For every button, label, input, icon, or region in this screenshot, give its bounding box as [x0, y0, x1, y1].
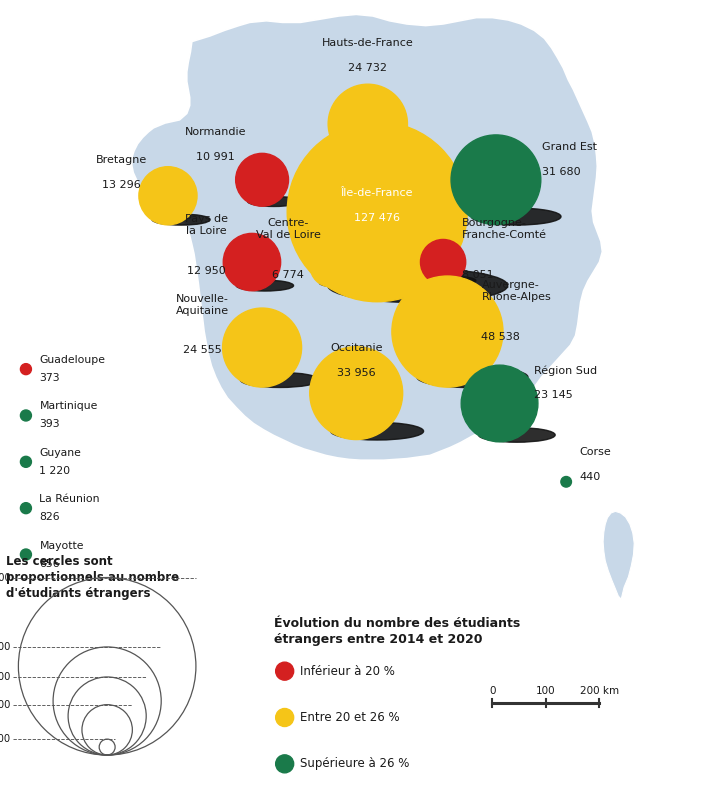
Ellipse shape: [431, 276, 476, 285]
Text: 33 956: 33 956: [337, 368, 376, 378]
Text: 24 732: 24 732: [348, 63, 387, 73]
Text: 127 476: 127 476: [354, 213, 400, 223]
Text: Guadeloupe: Guadeloupe: [39, 355, 106, 365]
Ellipse shape: [346, 149, 425, 164]
Text: Inférieur à 20 %: Inférieur à 20 %: [300, 665, 395, 678]
Ellipse shape: [331, 423, 424, 440]
Circle shape: [461, 365, 538, 442]
Circle shape: [287, 121, 467, 302]
Text: Mayotte: Mayotte: [39, 540, 84, 551]
Circle shape: [20, 503, 31, 514]
Text: 13 296: 13 296: [102, 181, 141, 190]
Circle shape: [20, 410, 31, 421]
Text: Martinique: Martinique: [39, 401, 98, 411]
Circle shape: [451, 135, 541, 225]
Text: 24 555: 24 555: [183, 345, 222, 356]
Text: 24 000: 24 000: [0, 672, 10, 682]
Text: 31 680: 31 680: [542, 167, 580, 177]
Text: Région Sud: Région Sud: [534, 365, 597, 376]
Circle shape: [20, 364, 31, 375]
Text: 393: 393: [39, 419, 60, 430]
Text: Bretagne: Bretagne: [96, 155, 147, 165]
Polygon shape: [603, 511, 634, 599]
Text: 0: 0: [489, 686, 495, 696]
Text: 6 774: 6 774: [272, 269, 304, 280]
Ellipse shape: [319, 279, 361, 287]
Circle shape: [276, 709, 294, 726]
Circle shape: [235, 153, 289, 206]
Ellipse shape: [328, 268, 508, 303]
Text: Centre-
Val de Loire: Centre- Val de Loire: [256, 218, 321, 240]
Text: Corse: Corse: [579, 447, 611, 457]
Polygon shape: [132, 14, 602, 460]
Ellipse shape: [479, 427, 555, 442]
Text: 826: 826: [39, 512, 60, 523]
Circle shape: [223, 233, 281, 291]
Circle shape: [328, 84, 408, 164]
Text: Île-de-France: Île-de-France: [341, 188, 413, 198]
Text: 10 991: 10 991: [196, 153, 235, 162]
Ellipse shape: [248, 197, 300, 206]
Text: Bourgogne-
Franche-Comté: Bourgogne- Franche-Comté: [462, 218, 547, 240]
Circle shape: [310, 245, 352, 287]
Circle shape: [421, 240, 466, 284]
Text: La Réunion: La Réunion: [39, 494, 100, 504]
Text: 373: 373: [39, 373, 60, 384]
Text: 48 538: 48 538: [481, 332, 521, 342]
Text: Normandie: Normandie: [185, 127, 246, 137]
Text: 124 000: 124 000: [0, 573, 10, 582]
Text: Occitanie: Occitanie: [330, 343, 382, 353]
Text: 12 950: 12 950: [187, 265, 226, 276]
Text: 23 145: 23 145: [534, 391, 573, 400]
Text: 440: 440: [579, 472, 600, 482]
Text: Guyane: Guyane: [39, 447, 81, 458]
Circle shape: [392, 276, 503, 388]
Text: Hauts-de-France: Hauts-de-France: [322, 38, 413, 48]
Text: Pays de
la Loire: Pays de la Loire: [185, 214, 228, 236]
Text: 10 000: 10 000: [0, 700, 10, 710]
Ellipse shape: [152, 214, 210, 225]
Ellipse shape: [240, 372, 319, 388]
Circle shape: [222, 308, 302, 387]
Text: 1 000: 1 000: [0, 734, 10, 744]
Text: Évolution du nombre des étudiants
étrangers entre 2014 et 2020: Évolution du nombre des étudiants étrang…: [274, 617, 520, 646]
Text: 200 km: 200 km: [580, 686, 619, 696]
Text: 46 000: 46 000: [0, 642, 10, 652]
Text: Grand Est: Grand Est: [542, 141, 597, 152]
Circle shape: [561, 476, 571, 487]
Ellipse shape: [236, 280, 293, 291]
Circle shape: [276, 662, 294, 680]
Circle shape: [20, 549, 31, 560]
Circle shape: [20, 456, 31, 467]
Text: 100: 100: [536, 686, 556, 696]
Text: Entre 20 et 26 %: Entre 20 et 26 %: [300, 711, 400, 724]
Ellipse shape: [417, 367, 528, 388]
Text: 1 220: 1 220: [39, 466, 70, 476]
Text: Nouvelle-
Aquitaine: Nouvelle- Aquitaine: [176, 294, 230, 316]
Circle shape: [276, 755, 294, 773]
Text: Supérieure à 26 %: Supérieure à 26 %: [300, 757, 409, 770]
Ellipse shape: [471, 208, 561, 225]
Text: 656: 656: [39, 559, 60, 569]
Text: Les cercles sont
proportionnels au nombre
d'étudiants étrangers: Les cercles sont proportionnels au nombr…: [6, 555, 179, 600]
Text: Auvergne-
Rhône-Alpes: Auvergne- Rhône-Alpes: [481, 280, 551, 302]
Text: 8 051: 8 051: [462, 269, 494, 280]
Circle shape: [139, 167, 197, 225]
Circle shape: [310, 347, 403, 439]
